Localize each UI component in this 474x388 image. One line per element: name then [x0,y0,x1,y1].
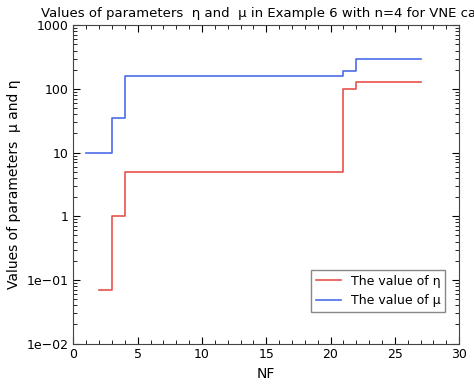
The value of μ [354,69,359,74]
The value of η [122,214,128,218]
The value of η [340,170,346,174]
The value of η [96,288,102,292]
Line: The value of η: The value of η [99,82,420,290]
The value of η [354,87,359,91]
The value of η [122,170,128,174]
The value of μ [109,150,115,155]
The value of η [109,214,115,218]
The value of η [354,80,359,84]
The value of μ [122,74,128,78]
The value of η [148,170,154,174]
Title: Values of parameters  η and  μ in Example 6 with n=4 for VNE case: Values of parameters η and μ in Example … [41,7,474,20]
Y-axis label: Values of parameters  μ and η: Values of parameters μ and η [7,80,21,289]
The value of η [418,80,423,84]
The value of μ [83,150,89,155]
Line: The value of μ: The value of μ [86,59,420,152]
The value of μ [354,56,359,61]
The value of μ [418,56,423,61]
The value of η [340,87,346,91]
The value of η [148,170,154,174]
X-axis label: NF: NF [257,367,275,381]
Legend: The value of η, The value of μ: The value of η, The value of μ [310,270,445,312]
The value of μ [340,74,346,78]
The value of η [109,288,115,292]
The value of μ [109,116,115,120]
The value of μ [340,69,346,74]
The value of μ [122,116,128,120]
